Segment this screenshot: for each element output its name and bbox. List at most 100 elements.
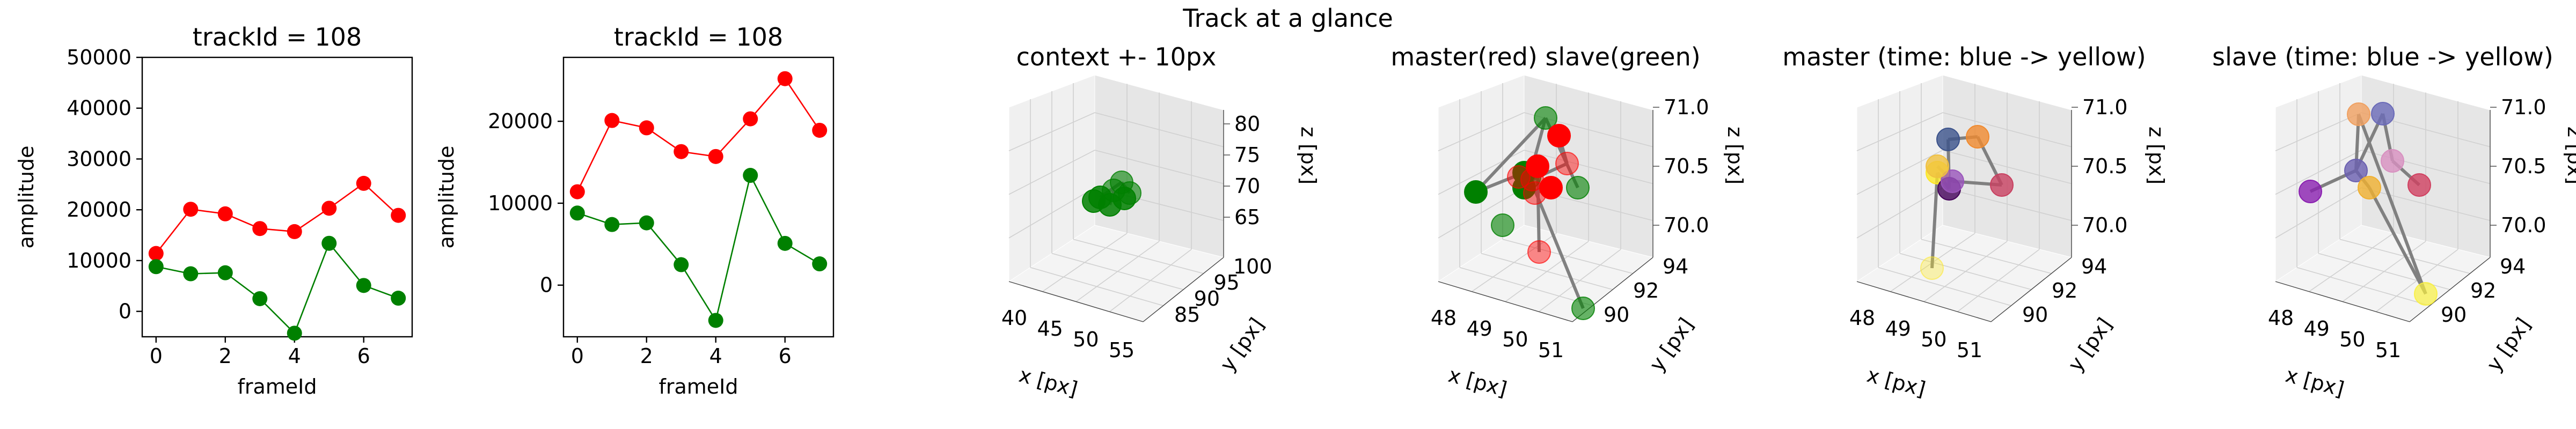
line-chart-1: trackId = 108 0 2 4 6 0 10000 20000 30000 40000 50…: [14, 23, 413, 398]
master-point: [1526, 154, 1549, 178]
trajectory-segment: [2357, 113, 2427, 295]
chart-title: trackId = 108: [614, 23, 783, 51]
y-axis-label: y [px]: [1645, 314, 1699, 376]
data-point: [356, 175, 371, 191]
x-axis-label: x [px]: [2283, 363, 2346, 401]
x-tick-label: 0: [571, 344, 584, 368]
y-axis-label: y [px]: [1216, 314, 1269, 376]
y-axis-line: [1143, 257, 1224, 322]
x-tick-label: 40: [1001, 306, 1027, 330]
y-tick-label: 20000: [488, 109, 553, 133]
series-2: [569, 168, 828, 328]
y-tick-label: 90: [1604, 303, 1629, 327]
x-tick-label: 49: [2303, 317, 2329, 341]
data-point: [2407, 173, 2431, 197]
x-axis-line: [1438, 281, 1573, 322]
chart-title: master(red) slave(green): [1391, 42, 1700, 71]
data-point: [321, 235, 337, 251]
x-tick-label: 45: [1037, 317, 1063, 341]
data-point: [2299, 180, 2322, 203]
x-tick-label: 50: [1502, 328, 1528, 351]
data-point: [708, 149, 723, 164]
z-tick-label: 70.5: [1664, 154, 1709, 178]
x-tick-label: 6: [357, 344, 370, 368]
y-tick-label: 90: [2441, 303, 2467, 327]
slave-point: [1491, 213, 1514, 237]
grid-line: [1438, 187, 1525, 239]
x-tick-label: 50: [1073, 328, 1099, 351]
y-tick-label: 10000: [67, 249, 131, 272]
x-tick-label: 6: [779, 344, 792, 368]
data-point: [183, 266, 199, 282]
x-axis-label: x [px]: [1864, 363, 1928, 401]
z-tick-label: 70.5: [2082, 154, 2128, 178]
data-point: [708, 313, 723, 328]
data-point: [217, 206, 233, 221]
y-axis-line: [2409, 257, 2491, 322]
data-point: [674, 257, 689, 272]
data-point: [569, 184, 585, 199]
z-axis-label: z [px]: [1723, 127, 1747, 184]
z-axis-label: z [px]: [2145, 127, 2168, 184]
data-point: [183, 202, 199, 217]
grid-line: [1942, 187, 2072, 221]
y-tick-label: 0: [540, 273, 553, 297]
data-point: [2347, 102, 2370, 126]
data-point: [1082, 189, 1106, 213]
chart-title: context +- 10px: [1016, 42, 1217, 71]
grid-line: [1109, 249, 1192, 312]
data-point: [252, 221, 268, 236]
series-1: [148, 175, 406, 261]
grid-line: [1481, 253, 1613, 290]
y-tick-label: 10000: [488, 191, 553, 215]
scatter3d-chart-2: master(red) slave(green) 48 49 50 51 x [px] 90…: [1391, 42, 1747, 401]
series-2: [148, 235, 406, 341]
grid-line: [1539, 249, 1621, 312]
data-point: [391, 291, 406, 306]
data-point: [1941, 169, 1964, 193]
data-point: [812, 122, 828, 138]
data-point: [674, 144, 689, 159]
x-axis-line: [1008, 281, 1144, 322]
chart-title: master (time: blue -> yellow): [1782, 42, 2146, 71]
y-tick-label: 92: [2052, 279, 2077, 302]
x-axis-line: [2275, 281, 2410, 322]
y-tick-label: 92: [1633, 279, 1659, 302]
data-point: [777, 71, 793, 86]
slave-point: [1464, 180, 1488, 204]
data-point: [252, 291, 268, 306]
grid-line: [1502, 239, 1633, 274]
x-axis-label: x [px]: [1016, 363, 1080, 401]
data-point: [148, 259, 164, 275]
z-axis-label: z [px]: [2563, 127, 2576, 184]
x-tick-label: 49: [1466, 317, 1492, 341]
x-tick-label: 50: [2339, 328, 2365, 351]
data-point: [217, 265, 233, 280]
data-point: [2414, 282, 2438, 306]
data-point: [1920, 256, 1944, 280]
y-tick-label: 40000: [67, 97, 131, 120]
master-point: [1507, 165, 1531, 189]
data-point: [148, 246, 164, 261]
data-point: [391, 208, 406, 223]
y-tick-label: 0: [119, 300, 131, 323]
y-tick-label: 90: [1194, 287, 1220, 310]
chart-title: slave (time: blue -> yellow): [2212, 42, 2553, 71]
chart-title: trackId = 108: [193, 23, 362, 51]
y-tick-label: 30000: [67, 147, 131, 171]
x-tick-label: 4: [288, 344, 301, 368]
series-line: [576, 77, 821, 193]
data-point: [321, 201, 337, 216]
master-point: [1527, 240, 1551, 264]
x-tick-label: 0: [150, 344, 163, 368]
x-axis-label: x [px]: [1446, 363, 1509, 401]
data-point: [777, 235, 793, 251]
y-tick-label: 94: [2081, 255, 2107, 278]
z-tick-label: 70.0: [1664, 213, 1709, 237]
x-tick-label: 48: [2268, 306, 2294, 330]
z-tick-label: 71.0: [2501, 95, 2546, 119]
x-tick-label: 51: [2375, 338, 2401, 362]
subplots: trackId = 108 0 2 4 6 0 10000 20000 30000 40000 50…: [14, 23, 2576, 401]
x-tick-label: 2: [219, 344, 232, 368]
